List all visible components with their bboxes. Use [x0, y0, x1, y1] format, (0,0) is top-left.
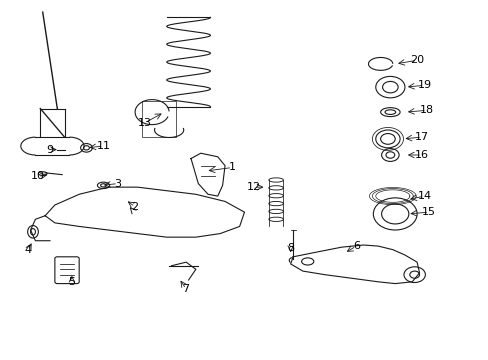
Text: 20: 20: [409, 55, 423, 65]
Text: 3: 3: [114, 179, 122, 189]
Text: 13: 13: [138, 118, 151, 128]
Text: 6: 6: [352, 241, 359, 251]
Text: 14: 14: [416, 191, 430, 201]
Text: 1: 1: [228, 162, 235, 172]
Text: 2: 2: [131, 202, 139, 212]
Text: 16: 16: [414, 150, 428, 160]
Text: 9: 9: [46, 145, 54, 155]
Text: 18: 18: [419, 105, 433, 115]
Text: 12: 12: [246, 182, 261, 192]
Text: 8: 8: [286, 243, 294, 253]
Text: 11: 11: [96, 141, 110, 151]
Text: 19: 19: [416, 80, 430, 90]
Text: 5: 5: [68, 277, 75, 287]
Text: 15: 15: [422, 207, 435, 217]
Polygon shape: [290, 245, 419, 284]
Text: 7: 7: [182, 284, 189, 294]
Polygon shape: [191, 153, 224, 196]
Text: 10: 10: [31, 171, 45, 181]
Text: 4: 4: [24, 245, 32, 255]
Text: 17: 17: [414, 132, 428, 142]
Polygon shape: [45, 187, 244, 237]
